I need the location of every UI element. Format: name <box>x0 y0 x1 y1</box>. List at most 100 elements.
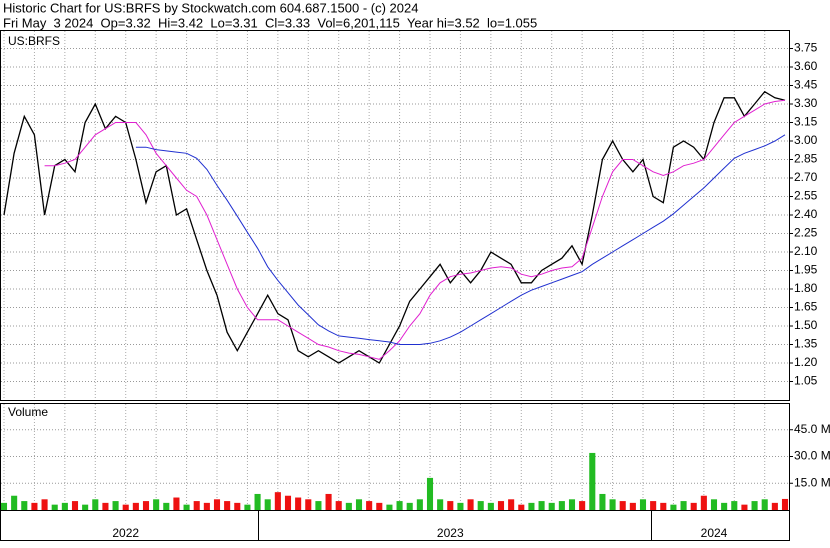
volume-bar <box>193 501 200 510</box>
volume-bar <box>518 504 525 510</box>
y-tick-label: 1.05 <box>794 374 818 388</box>
y-tick-label: 3.75 <box>794 41 818 55</box>
y-tick-label: 3.15 <box>794 115 818 129</box>
price-label: US:BRFS <box>8 34 60 48</box>
grid: 3.75 3.60 3.45 3.30 3.15 3.00 2.85 2.70 2.55 2.40… <box>1 31 830 510</box>
y-tick-label: 1.65 <box>794 300 818 314</box>
volume-bar <box>21 501 28 510</box>
volume-bar <box>132 502 139 510</box>
volume-bar <box>731 501 738 510</box>
volume-bar <box>355 499 363 510</box>
volume-bar <box>508 499 515 510</box>
volume-bar <box>41 499 48 510</box>
time-axis <box>0 510 790 541</box>
price-line <box>3 90 786 364</box>
volume-bar <box>781 498 789 510</box>
volume-bar <box>264 499 271 510</box>
y-tick-label: 2.25 <box>794 226 818 240</box>
chart-subtitle: Fri May 3 2024 Op=3.32 Hi=3.42 Lo=3.31 C… <box>3 15 537 30</box>
volume-bar <box>366 501 373 510</box>
volume-bar <box>558 501 565 510</box>
y-tick-label: 2.85 <box>794 152 818 166</box>
volume-bar <box>447 501 454 510</box>
y-tick-label: 2.70 <box>794 170 818 184</box>
y-tick-label: 15.0 M <box>794 475 830 489</box>
volume-bar <box>295 497 302 510</box>
volume-bar <box>579 501 586 510</box>
y-tick-label: 3.30 <box>794 96 818 110</box>
volume-bar <box>457 502 464 510</box>
volume-bar <box>376 502 383 510</box>
volume-bar <box>467 499 474 510</box>
y-tick-label: 3.45 <box>794 78 818 92</box>
volume-bar <box>771 502 778 510</box>
volume-bar <box>619 501 626 510</box>
volume-bar <box>426 477 434 510</box>
volume-bar <box>386 504 393 510</box>
volume-bar <box>335 501 342 510</box>
volume-bar <box>629 502 636 510</box>
y-tick-label: 1.35 <box>794 337 818 351</box>
volume-bar <box>82 504 89 510</box>
y-tick-label: 2.10 <box>794 244 818 258</box>
volume-bar <box>315 501 322 510</box>
y-tick-label: 2.40 <box>794 207 818 221</box>
volume-bar <box>0 502 8 510</box>
moving-average <box>135 134 786 345</box>
volume-bar <box>741 504 748 510</box>
x-tick-label: 2023 <box>437 526 464 540</box>
volume-bar <box>142 501 150 510</box>
volume-bar <box>112 501 119 510</box>
y-tick-label: 1.80 <box>794 281 818 295</box>
volume-bar <box>670 504 677 510</box>
volume-bar <box>609 499 616 510</box>
volume-bar <box>710 499 718 510</box>
volume-bar <box>92 499 99 510</box>
volume-bar <box>71 501 79 510</box>
volume-bar <box>437 499 444 510</box>
volume-bar <box>680 501 687 510</box>
volume-bar <box>721 502 728 510</box>
volume-bar <box>31 502 38 510</box>
marks <box>0 90 789 510</box>
volume-bar <box>589 452 596 510</box>
volume-bar <box>51 504 58 510</box>
volume-label: Volume <box>8 405 48 419</box>
volume-bar <box>213 499 221 510</box>
volume-bar <box>163 502 170 510</box>
y-tick-label: 30.0 M <box>794 449 830 463</box>
volume-bar <box>244 504 251 510</box>
volume-bar <box>122 504 129 510</box>
volume-bar <box>203 502 210 510</box>
volume-bar <box>477 501 484 510</box>
y-tick-label: 45.0 M <box>794 422 830 436</box>
y-tick-label: 2.55 <box>794 189 818 203</box>
volume-bar <box>751 501 758 510</box>
volume-bar <box>274 492 281 510</box>
volume-bar <box>406 502 413 510</box>
volume-bar <box>234 502 241 510</box>
volume-bar <box>639 499 647 510</box>
volume-bar <box>538 501 545 510</box>
volume-bar <box>345 502 352 510</box>
volume-bar <box>660 502 667 510</box>
volume-bar <box>761 499 768 510</box>
volume-bar <box>325 493 332 510</box>
volume-bar <box>254 493 261 510</box>
volume-bar <box>61 502 68 510</box>
volume-bar <box>183 504 190 510</box>
volume-bar <box>568 499 576 510</box>
volume-bar <box>11 495 18 510</box>
y-tick-label: 1.95 <box>794 263 818 277</box>
volume-bar <box>599 493 606 510</box>
volume-bar <box>416 499 423 510</box>
volume-bar <box>396 501 403 510</box>
moving-average <box>44 99 786 360</box>
volume-bar <box>650 501 657 510</box>
y-tick-label: 1.50 <box>794 318 818 332</box>
volume-bar <box>284 495 292 510</box>
volume-bar <box>305 499 312 510</box>
volume-bar <box>487 502 494 510</box>
x-tick-label: 2022 <box>112 526 139 540</box>
